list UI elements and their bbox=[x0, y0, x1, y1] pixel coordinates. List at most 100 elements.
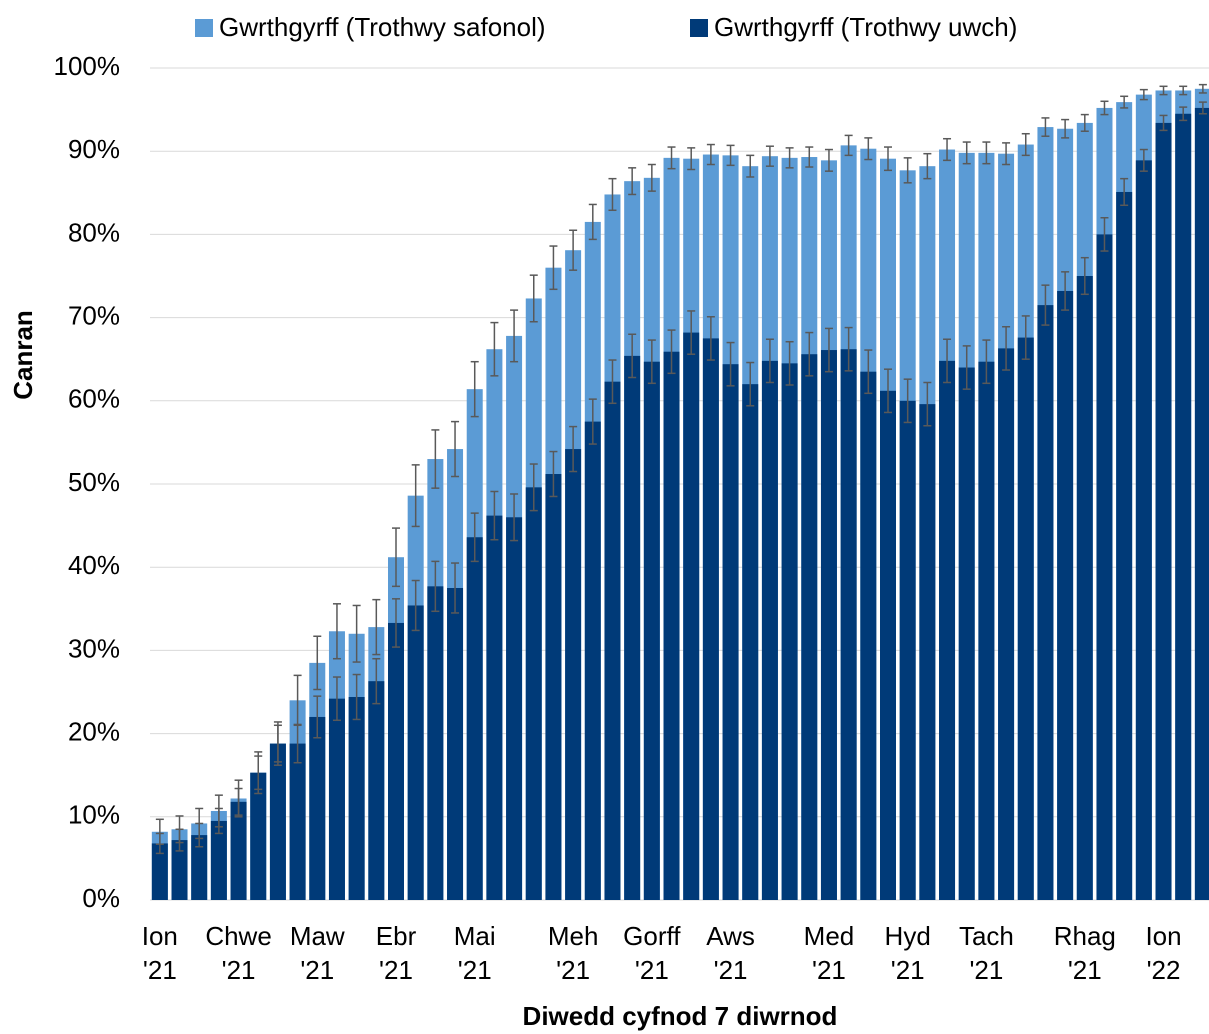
error-bar bbox=[1179, 106, 1188, 122]
x-tick-line: '21 bbox=[458, 955, 492, 985]
legend-label: Gwrthgyrff (Trothwy safonol) bbox=[219, 12, 546, 42]
error-bar bbox=[923, 381, 932, 427]
x-tick-label: Ebr '21 bbox=[376, 921, 417, 985]
error-bar bbox=[1139, 88, 1148, 101]
error-bar bbox=[332, 676, 341, 722]
error-bar bbox=[1002, 142, 1011, 166]
y-tick-label: 90% bbox=[68, 134, 120, 164]
error-bar bbox=[254, 755, 263, 791]
x-tick-line: '21 bbox=[300, 955, 334, 985]
error-bar bbox=[943, 137, 952, 162]
error-bar bbox=[431, 429, 440, 489]
error-bar bbox=[805, 331, 814, 377]
error-bar bbox=[1080, 256, 1089, 296]
y-tick-label: 80% bbox=[68, 217, 120, 247]
error-bar bbox=[234, 787, 243, 816]
error-bar bbox=[667, 146, 676, 170]
error-bar bbox=[785, 340, 794, 386]
y-tick-label: 60% bbox=[68, 384, 120, 414]
x-tick-line: '21 bbox=[812, 955, 846, 985]
error-bar bbox=[411, 579, 420, 632]
error-bar bbox=[372, 657, 381, 705]
x-tick-label: Gorff '21 bbox=[623, 921, 681, 985]
bar bbox=[545, 474, 562, 900]
legend-label: Gwrthgyrff (Trothwy uwch) bbox=[714, 12, 1017, 42]
error-bar bbox=[1041, 117, 1050, 137]
bar bbox=[269, 743, 286, 900]
bar bbox=[742, 384, 759, 900]
error-bar bbox=[588, 203, 597, 241]
bar bbox=[151, 843, 168, 900]
error-bar bbox=[155, 832, 164, 855]
bar bbox=[899, 400, 916, 900]
error-bars bbox=[155, 83, 1207, 855]
bar bbox=[388, 622, 404, 900]
bar bbox=[191, 835, 208, 900]
bar bbox=[643, 361, 660, 900]
bar bbox=[722, 364, 739, 900]
labels: 0% 10% 20% 30% 40% 50% 60% 70% 80% 90% 100% Gwrthgy… bbox=[54, 12, 1182, 985]
x-tick-line: Ion bbox=[1145, 921, 1181, 951]
error-bar bbox=[490, 490, 499, 541]
bar bbox=[1017, 337, 1034, 900]
x-tick-line: Mai bbox=[454, 921, 496, 951]
error-bar bbox=[647, 163, 656, 192]
x-tick-line: '22 bbox=[1147, 955, 1181, 985]
x-tick-line: Ion bbox=[142, 921, 178, 951]
error-bar bbox=[706, 143, 715, 166]
x-tick-line: Rhag bbox=[1054, 921, 1116, 951]
error-bar bbox=[529, 463, 538, 512]
x-tick-line: Med bbox=[804, 921, 855, 951]
error-bar bbox=[765, 338, 774, 384]
bar bbox=[289, 743, 306, 900]
error-bar bbox=[352, 604, 361, 663]
x-tick-label: Mai '21 bbox=[454, 921, 496, 985]
x-tick-line: '21 bbox=[635, 955, 669, 985]
bar bbox=[1076, 276, 1093, 900]
bar bbox=[604, 381, 621, 900]
error-bar bbox=[1021, 132, 1030, 157]
error-bar bbox=[765, 145, 774, 167]
x-tick-label: Rhag '21 bbox=[1054, 921, 1116, 985]
bar bbox=[1116, 191, 1133, 900]
error-bar bbox=[687, 147, 696, 171]
error-bar bbox=[982, 141, 991, 165]
error-bar bbox=[470, 360, 479, 418]
error-bar bbox=[1061, 271, 1070, 311]
x-tick-line: Gorff bbox=[623, 921, 681, 951]
bar bbox=[447, 588, 464, 900]
y-axis-title: Canran bbox=[8, 310, 38, 400]
error-bar bbox=[1159, 114, 1168, 132]
bar bbox=[230, 801, 247, 900]
error-bar bbox=[608, 359, 617, 405]
error-bar bbox=[785, 147, 794, 169]
x-tick-line: '21 bbox=[714, 955, 748, 985]
error-bar bbox=[884, 146, 892, 172]
x-tick-label: Tach '21 bbox=[959, 921, 1014, 985]
bar bbox=[702, 338, 719, 900]
error-bar bbox=[195, 822, 204, 848]
error-bar bbox=[844, 134, 853, 157]
bar bbox=[407, 605, 424, 900]
error-bar bbox=[588, 398, 597, 445]
error-bar bbox=[372, 598, 381, 656]
error-bar bbox=[451, 562, 460, 614]
bar bbox=[1135, 160, 1152, 901]
error-bar bbox=[864, 137, 873, 161]
x-tick-label: Chwe '21 bbox=[205, 921, 271, 985]
error-bar bbox=[667, 329, 676, 375]
bar bbox=[781, 363, 798, 900]
error-bar bbox=[805, 146, 814, 168]
error-bar bbox=[392, 527, 400, 588]
y-tick-label: 30% bbox=[68, 633, 120, 663]
error-bar bbox=[1021, 315, 1030, 360]
bar bbox=[1096, 234, 1113, 900]
bar bbox=[958, 367, 975, 900]
y-tick-label: 10% bbox=[68, 800, 120, 830]
x-tick-line: Maw bbox=[290, 921, 345, 951]
error-bar bbox=[726, 341, 735, 387]
x-tick-line: '21 bbox=[143, 955, 177, 985]
error-bar bbox=[903, 157, 912, 184]
x-tick-line: Ebr bbox=[376, 921, 417, 951]
bar bbox=[427, 586, 444, 900]
